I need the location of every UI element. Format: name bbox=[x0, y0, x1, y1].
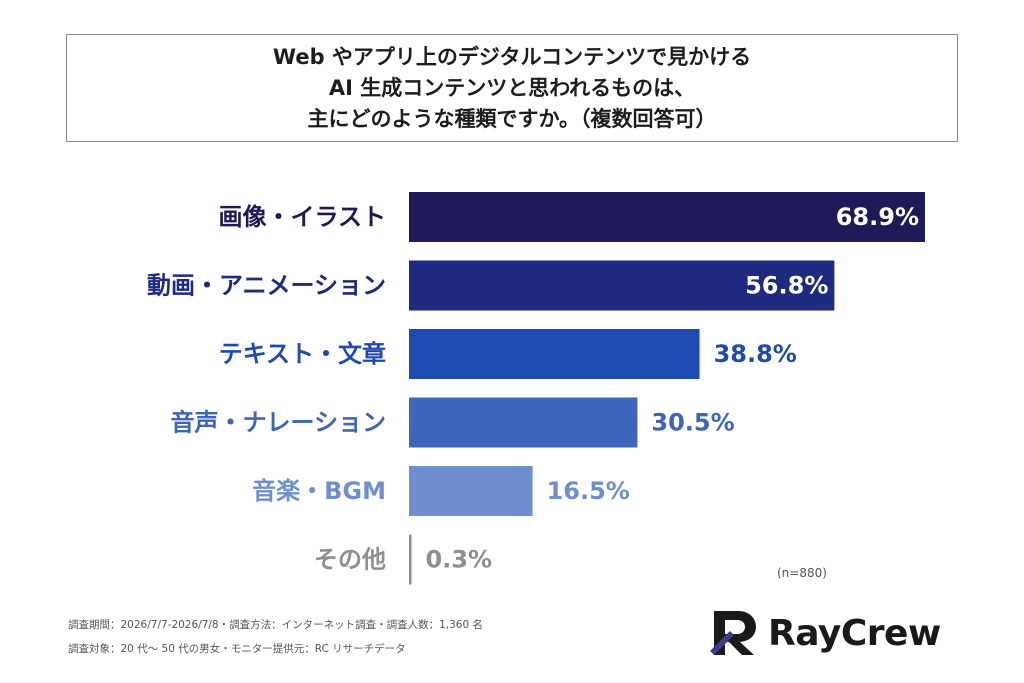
logo-text: RayCrew bbox=[768, 612, 941, 654]
value-label-2: 38.8% bbox=[714, 340, 797, 368]
value-label-3: 30.5% bbox=[651, 409, 734, 437]
category-label-0: 画像・イラスト bbox=[218, 203, 386, 231]
raycrew-r-logo-icon bbox=[710, 611, 756, 655]
value-label-1: 56.8% bbox=[745, 272, 828, 300]
footer-survey-period: 調査期間：2026/7/7-2026/7/8・調査方法：インターネット調査・調査… bbox=[68, 619, 483, 631]
bar-5 bbox=[409, 534, 412, 585]
bar-1 bbox=[409, 260, 835, 311]
title-line-1: Web やアプリ上のデジタルコンテンツで見かける bbox=[272, 44, 752, 69]
bar-2 bbox=[409, 329, 700, 379]
question-title-box: Web やアプリ上のデジタルコンテンツで見かける AI 生成コンテンツと思われる… bbox=[66, 34, 958, 142]
category-label-3: 音声・ナレーション bbox=[170, 409, 386, 437]
sample-size-note: (n=880) bbox=[777, 566, 827, 580]
category-label-2: テキスト・文章 bbox=[219, 340, 386, 368]
category-label-5: その他 bbox=[314, 546, 386, 574]
value-label-5: 0.3% bbox=[426, 546, 493, 574]
footer-survey-target: 調査対象：20 代〜 50 代の男女・モニター提供元：RC リサーチデータ bbox=[68, 643, 406, 655]
bar-4 bbox=[409, 466, 533, 516]
category-label-4: 音楽・BGM bbox=[252, 477, 386, 505]
bar-0 bbox=[409, 192, 925, 242]
title-line-3: 主にどのような種類ですか。（複数回答可） bbox=[307, 106, 717, 131]
value-label-0: 68.9% bbox=[836, 203, 919, 231]
value-label-4: 16.5% bbox=[547, 477, 630, 505]
bar-chart: 画像・イラスト 68.9% 動画・アニメーション 56.8% テキスト・文章 38.8% 音… bbox=[147, 192, 925, 585]
title-line-2: AI 生成コンテンツと思われるものは、 bbox=[328, 75, 696, 100]
raycrew-logo: RayCrew bbox=[708, 604, 941, 662]
bar-3 bbox=[409, 397, 638, 448]
category-label-1: 動画・アニメーション bbox=[147, 272, 386, 300]
